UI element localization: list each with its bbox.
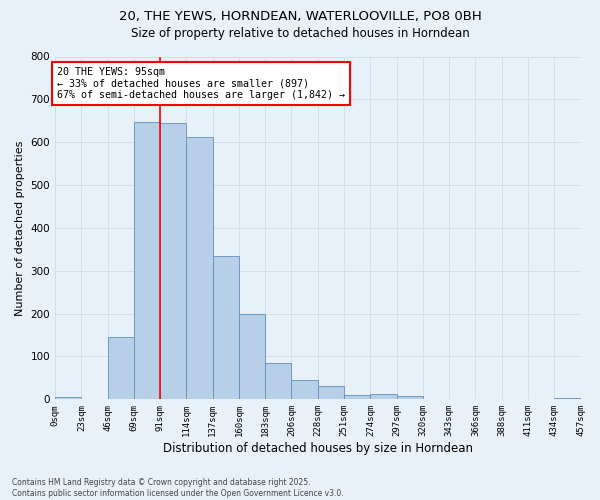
Bar <box>265 363 292 400</box>
Bar <box>212 256 239 400</box>
Bar <box>239 314 265 400</box>
Bar <box>134 122 160 400</box>
Bar <box>292 380 318 400</box>
Text: 20 THE YEWS: 95sqm
← 33% of detached houses are smaller (897)
67% of semi-detach: 20 THE YEWS: 95sqm ← 33% of detached hou… <box>57 67 345 100</box>
Bar <box>370 394 397 400</box>
Y-axis label: Number of detached properties: Number of detached properties <box>15 140 25 316</box>
Bar <box>318 386 344 400</box>
Bar <box>187 136 212 400</box>
Bar <box>107 337 134 400</box>
X-axis label: Distribution of detached houses by size in Horndean: Distribution of detached houses by size … <box>163 442 473 455</box>
Text: Contains HM Land Registry data © Crown copyright and database right 2025.
Contai: Contains HM Land Registry data © Crown c… <box>12 478 344 498</box>
Text: 20, THE YEWS, HORNDEAN, WATERLOOVILLE, PO8 0BH: 20, THE YEWS, HORNDEAN, WATERLOOVILLE, P… <box>119 10 481 23</box>
Bar <box>344 395 370 400</box>
Bar <box>160 123 187 400</box>
Bar <box>554 398 581 400</box>
Bar <box>397 396 423 400</box>
Bar <box>55 397 82 400</box>
Text: Size of property relative to detached houses in Horndean: Size of property relative to detached ho… <box>131 28 469 40</box>
